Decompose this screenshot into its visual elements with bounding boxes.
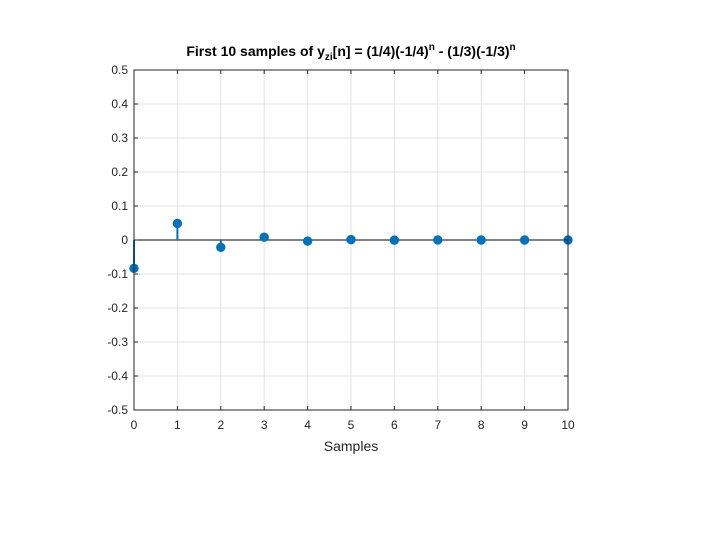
- title-superscript-2: n: [510, 42, 516, 53]
- stem-marker: [216, 242, 226, 252]
- x-tick-label: 10: [561, 418, 575, 432]
- x-tick-label: 5: [348, 418, 355, 432]
- x-tick-label: 2: [217, 418, 224, 432]
- x-tick-label: 0: [131, 418, 138, 432]
- x-tick-label: 9: [521, 418, 528, 432]
- stem-marker: [519, 235, 530, 245]
- title-prefix: First 10 samples of y: [186, 43, 325, 59]
- x-tick-label: 1: [174, 418, 181, 432]
- x-tick-label: 6: [391, 418, 398, 432]
- y-tick-label: 0.2: [111, 165, 128, 179]
- y-tick-label: 0.4: [111, 97, 128, 111]
- x-axis-ticks: 0 1 2 3 4 5 6 7 8 9 10: [131, 70, 575, 432]
- y-tick-label: -0.1: [107, 267, 128, 281]
- title-superscript-1: n: [429, 42, 435, 53]
- stem-marker: [346, 234, 356, 245]
- x-tick-label: 4: [304, 418, 311, 432]
- stem-marker: [302, 236, 313, 246]
- x-tick-label: 7: [434, 418, 441, 432]
- y-tick-label: -0.3: [107, 335, 128, 349]
- stem-marker: [433, 235, 443, 245]
- x-tick-label: 8: [478, 418, 485, 432]
- chart-title: First 10 samples of yzi[n] = (1/4)(-1/4)…: [186, 42, 515, 63]
- y-tick-label: 0.5: [111, 63, 128, 77]
- y-tick-label: -0.2: [107, 301, 128, 315]
- title-mid1: [n] = (1/4)(-1/4): [333, 43, 429, 59]
- stem-marker: [259, 232, 269, 242]
- stem-marker: [476, 235, 486, 245]
- stem-marker: [389, 235, 400, 245]
- y-tick-label: -0.4: [107, 369, 128, 383]
- x-tick-label: 3: [261, 418, 268, 432]
- y-tick-label: 0.1: [111, 199, 128, 213]
- title-mid2: - (1/3)(-1/3): [435, 43, 510, 59]
- y-tick-label: 0.3: [111, 131, 128, 145]
- y-tick-label: -0.5: [107, 403, 128, 417]
- title-subscript: zi: [325, 52, 333, 63]
- stem-marker: [172, 218, 183, 229]
- y-axis-ticks: -0.5 -0.4 -0.3 -0.2 -0.1 0 0.1 0.2 0.3 0.4 0.5: [107, 63, 568, 417]
- x-axis-label: Samples: [324, 438, 378, 454]
- y-tick-label: 0: [121, 233, 128, 247]
